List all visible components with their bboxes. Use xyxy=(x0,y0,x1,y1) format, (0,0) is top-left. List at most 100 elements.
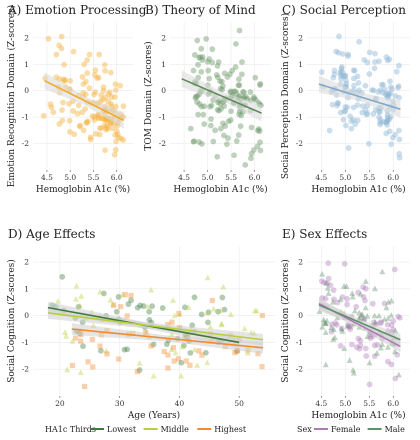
data-point xyxy=(219,86,225,93)
data-point xyxy=(376,114,383,120)
data-point xyxy=(395,371,402,378)
data-point xyxy=(390,318,397,324)
data-point xyxy=(102,67,108,74)
data-point xyxy=(326,127,333,134)
data-point xyxy=(337,343,344,349)
data-point xyxy=(387,113,394,120)
data-point xyxy=(97,288,104,295)
data-point xyxy=(163,341,170,348)
data-point xyxy=(376,58,382,65)
data-point xyxy=(331,67,338,74)
data-point xyxy=(330,298,337,305)
data-point xyxy=(356,38,363,45)
data-point xyxy=(346,357,353,363)
data-point xyxy=(257,139,263,146)
data-point xyxy=(146,308,153,315)
data-point xyxy=(323,317,330,324)
data-point xyxy=(102,94,109,101)
data-point xyxy=(341,260,348,267)
data-point xyxy=(235,132,242,138)
data-point xyxy=(134,304,141,311)
data-point xyxy=(96,115,102,122)
data-point xyxy=(396,62,402,69)
data-point xyxy=(392,375,399,382)
data-point xyxy=(146,316,153,323)
data-point xyxy=(366,381,373,388)
data-point xyxy=(170,344,176,351)
x-tick-label: 6.0 xyxy=(249,173,261,182)
data-point xyxy=(100,290,107,297)
data-point xyxy=(339,69,346,75)
legend-label: Highest xyxy=(214,425,247,434)
data-point xyxy=(136,367,143,373)
x-tick-label: 5.5 xyxy=(363,173,375,182)
y-tick-label: -2 xyxy=(22,139,30,148)
data-point xyxy=(165,352,171,358)
data-point xyxy=(366,49,373,56)
data-point xyxy=(74,110,81,117)
data-point xyxy=(221,306,228,313)
data-point xyxy=(354,73,361,80)
data-point xyxy=(386,90,392,97)
data-point xyxy=(128,297,134,304)
data-point xyxy=(107,296,114,303)
panel-title: B) Theory of Mind xyxy=(145,3,256,17)
data-point xyxy=(362,107,369,113)
data-point xyxy=(53,51,60,58)
data-point xyxy=(370,319,377,326)
data-point xyxy=(75,102,82,109)
data-point xyxy=(319,323,326,330)
x-tick-label: 5.0 xyxy=(339,399,351,408)
data-point xyxy=(324,285,331,291)
data-point xyxy=(396,127,402,134)
data-point xyxy=(351,307,358,314)
data-point xyxy=(140,303,147,309)
data-point xyxy=(362,278,369,284)
data-point xyxy=(349,293,356,300)
data-point xyxy=(380,118,387,125)
data-point xyxy=(115,293,122,300)
y-tick-label: -2 xyxy=(22,365,30,374)
data-point xyxy=(161,348,167,355)
data-point xyxy=(191,294,198,301)
data-point xyxy=(112,81,119,87)
data-point xyxy=(220,120,226,127)
data-point xyxy=(396,150,403,157)
trend-line xyxy=(318,83,401,110)
data-point xyxy=(385,118,391,124)
data-point xyxy=(103,126,110,133)
data-point xyxy=(316,308,323,315)
data-point xyxy=(253,96,259,103)
legend: HA1c Thirds Lowest Middle Highest xyxy=(45,425,247,434)
x-axis-label: Hemoglobin A1c (%) xyxy=(311,410,405,421)
data-point xyxy=(341,345,348,352)
data-point xyxy=(172,349,179,356)
data-point xyxy=(335,49,342,56)
data-point xyxy=(217,85,224,92)
data-point xyxy=(350,369,357,376)
data-point xyxy=(324,280,331,287)
data-point xyxy=(350,104,357,111)
x-tick-label: 6.0 xyxy=(387,399,399,408)
data-point xyxy=(196,54,203,61)
data-point xyxy=(217,307,224,314)
data-point xyxy=(203,36,210,42)
data-point xyxy=(353,344,360,351)
data-point xyxy=(222,123,228,129)
y-tick-label: -2 xyxy=(296,365,304,374)
data-point xyxy=(382,91,389,98)
data-point xyxy=(255,126,262,132)
data-point xyxy=(377,121,384,128)
data-point xyxy=(217,101,224,107)
data-point xyxy=(322,295,329,302)
data-point xyxy=(114,131,121,138)
x-axis-label: Hemoglobin A1c (%) xyxy=(36,184,130,195)
data-point xyxy=(254,143,261,150)
legend-label: Female xyxy=(331,425,361,434)
data-point xyxy=(82,91,89,98)
data-point xyxy=(198,45,205,52)
data-point xyxy=(388,297,395,304)
data-point xyxy=(198,103,205,110)
data-point xyxy=(244,349,251,356)
data-point xyxy=(111,302,117,308)
